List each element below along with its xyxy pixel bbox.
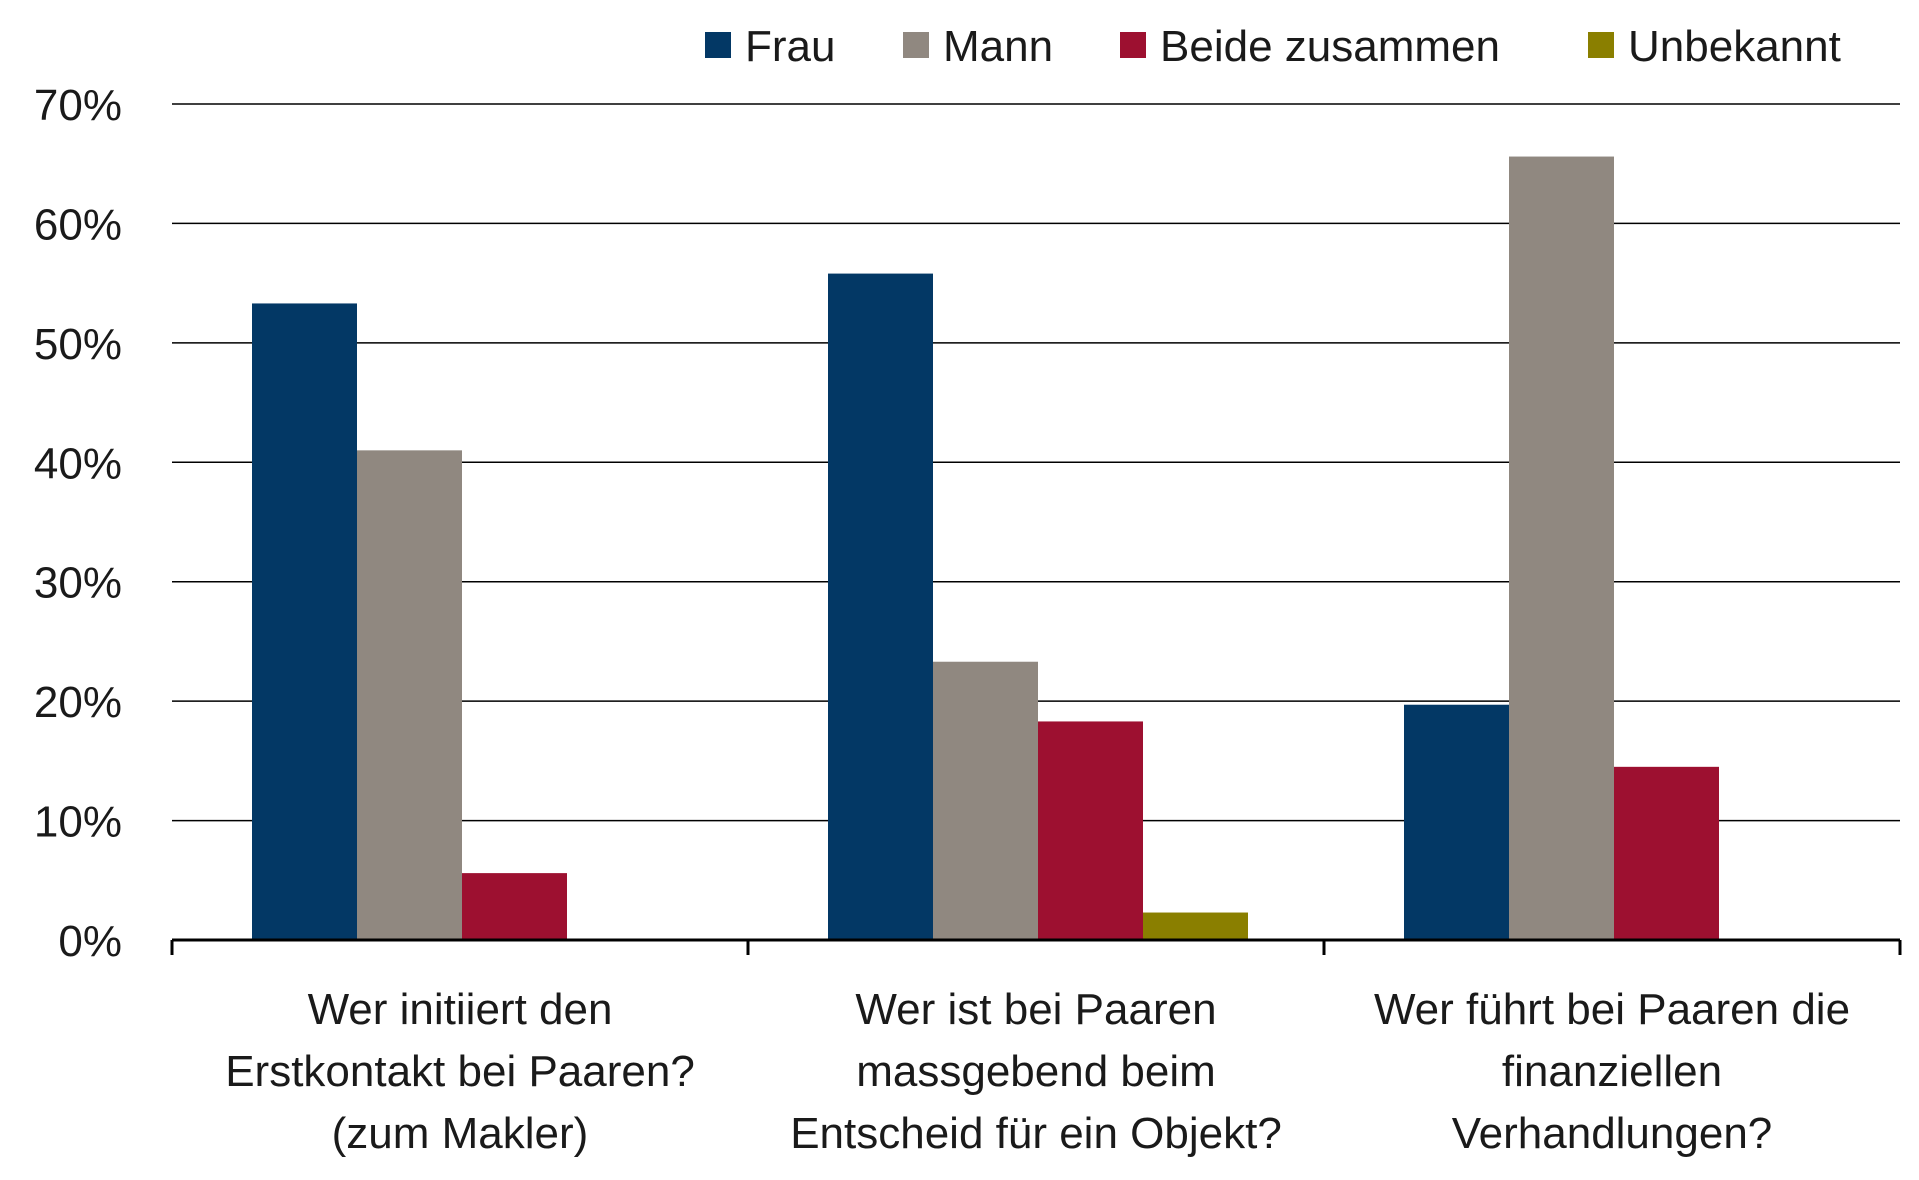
x-category-label: Verhandlungen? — [1452, 1109, 1773, 1158]
y-tick-label: 30% — [34, 559, 122, 608]
x-category-label: Wer ist bei Paaren — [855, 985, 1216, 1034]
legend-swatch — [1120, 32, 1146, 58]
legend-label: Mann — [943, 22, 1053, 71]
y-tick-label: 60% — [34, 200, 122, 249]
y-tick-label: 40% — [34, 439, 122, 488]
bar-mann — [1509, 156, 1614, 940]
legend-swatch — [705, 32, 731, 58]
bar-unbekannt — [1143, 912, 1248, 940]
x-category-label: Entscheid für ein Objekt? — [790, 1109, 1282, 1158]
bar-beide-zusammen — [462, 873, 567, 940]
legend-swatch — [1588, 32, 1614, 58]
bar-frau — [1404, 704, 1509, 940]
x-category-label: Wer führt bei Paaren die — [1374, 985, 1850, 1034]
x-category-label: (zum Makler) — [332, 1109, 589, 1158]
chart-legend: Frau Mann Beide zusammen Unbekannt — [705, 22, 1841, 71]
legend-label: Beide zusammen — [1160, 22, 1500, 71]
x-axis — [170, 938, 1902, 955]
legend-swatch — [903, 32, 929, 58]
bar-mann — [933, 661, 1038, 940]
bar-mann — [357, 450, 462, 940]
legend-label: Unbekannt — [1628, 22, 1841, 71]
bar-frau — [828, 273, 933, 940]
x-category-label: Erstkontakt bei Paaren? — [225, 1047, 695, 1096]
x-category-label: Wer initiiert den — [308, 985, 613, 1034]
y-axis-tick-labels: 0% 10% 20% 30% 40% 50% 60% 70% — [34, 81, 122, 966]
y-tick-label: 10% — [34, 798, 122, 847]
bar-frau — [252, 303, 357, 941]
bar-beide-zusammen — [1614, 766, 1719, 940]
x-category-label: massgebend beim — [856, 1047, 1216, 1096]
y-tick-label: 20% — [34, 678, 122, 727]
y-tick-label: 0% — [58, 917, 122, 966]
legend-label: Frau — [745, 22, 835, 71]
x-category-label: finanziellen — [1502, 1047, 1722, 1096]
bars — [252, 156, 1719, 941]
x-axis-category-labels: Wer initiiert den Erstkontakt bei Paaren?… — [225, 985, 1850, 1158]
y-tick-label: 50% — [34, 320, 122, 369]
bar-beide-zusammen — [1038, 721, 1143, 940]
y-tick-label: 70% — [34, 81, 122, 130]
